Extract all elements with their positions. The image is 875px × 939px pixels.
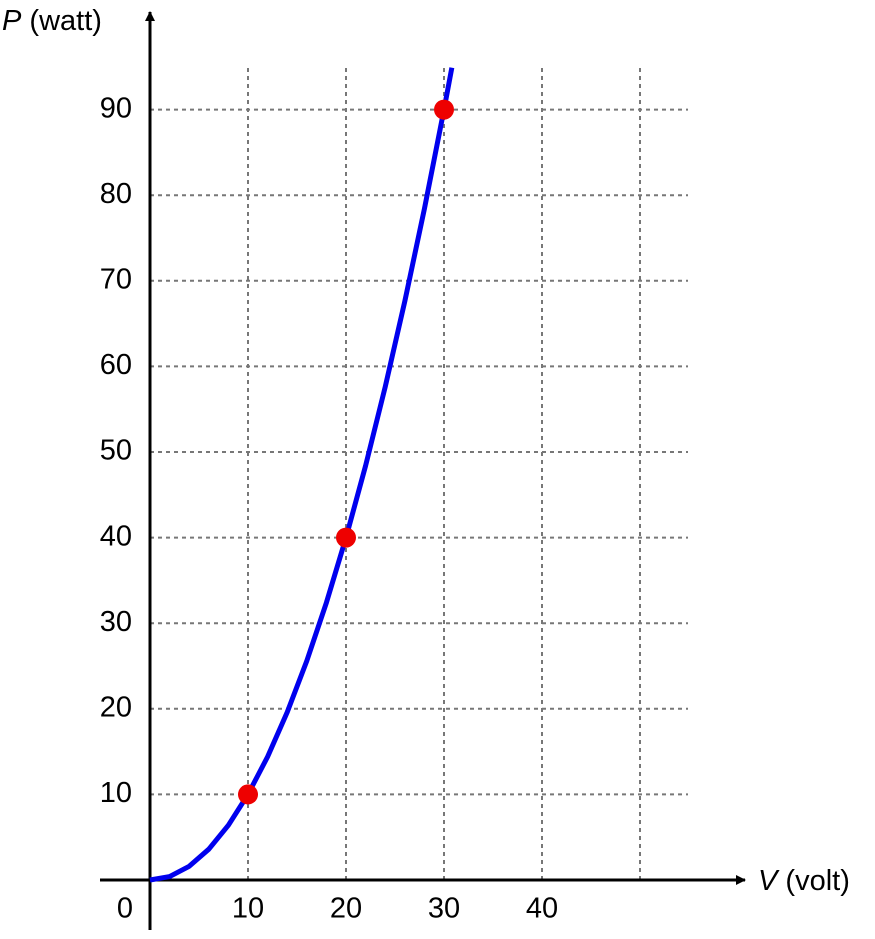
x-tick-label: 0	[117, 893, 133, 925]
y-tick-label: 80	[100, 178, 132, 210]
x-symbol: V	[758, 865, 780, 897]
x-unit: (volt)	[785, 865, 849, 897]
y-tick-label: 30	[100, 606, 132, 638]
x-tick-label: 10	[232, 893, 264, 925]
data-point	[434, 99, 454, 120]
y-symbol: P	[2, 5, 22, 37]
x-tick-label: 40	[526, 893, 558, 925]
y-tick-label: 50	[100, 435, 132, 467]
y-tick-label: 60	[100, 349, 132, 381]
x-axis-label: V (volt)	[758, 865, 850, 897]
y-tick-label: 40	[100, 520, 132, 552]
y-tick-label: 90	[100, 92, 132, 124]
y-tick-label: 70	[100, 263, 132, 295]
curve	[149, 67, 455, 883]
x-tick-label: 30	[428, 893, 460, 925]
x-tick-label: 20	[330, 893, 362, 925]
y-tick-label: 10	[100, 777, 132, 809]
y-tick-label: 20	[100, 691, 132, 723]
data-point	[238, 784, 258, 805]
y-axis-label: P (watt)	[2, 5, 102, 37]
data-point	[336, 527, 356, 548]
plot	[149, 67, 455, 883]
y-unit: (watt)	[29, 5, 102, 37]
grid	[150, 66, 688, 880]
